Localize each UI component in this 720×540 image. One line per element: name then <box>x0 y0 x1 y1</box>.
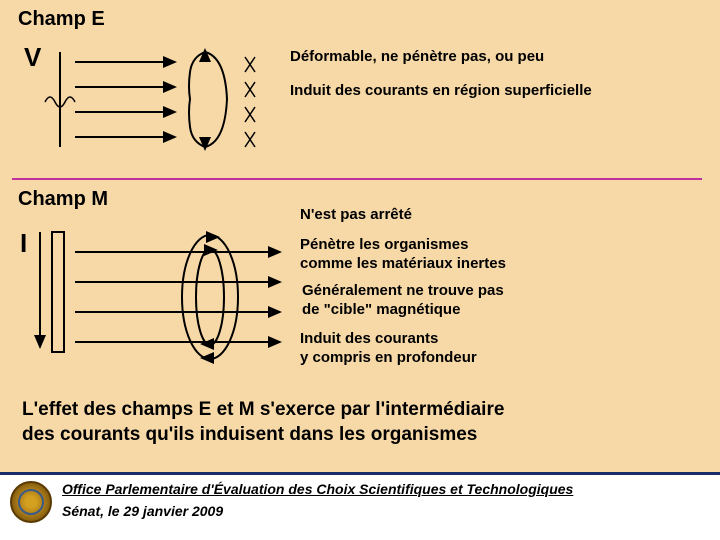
champ-m-prop-3: Induit des courants y compris en profond… <box>300 330 477 368</box>
champ-e-title: Champ E <box>18 8 105 31</box>
institution-logo <box>10 481 52 523</box>
slide-footer: Office Parlementaire d'Évaluation des Ch… <box>0 472 720 540</box>
champ-e-prop-0: Déformable, ne pénètre pas, ou peu <box>290 48 544 67</box>
champ-m-prop-0: N'est pas arrêté <box>300 206 412 225</box>
champ-m-diagram <box>20 212 300 392</box>
section-divider <box>12 178 702 180</box>
champ-e-diagram <box>20 32 270 182</box>
champ-m-title: Champ M <box>18 188 108 211</box>
footer-institution: Office Parlementaire d'Évaluation des Ch… <box>62 481 573 497</box>
footer-date: Sénat, le 29 janvier 2009 <box>62 503 573 519</box>
champ-m-prop-2: Généralement ne trouve pas de "cible" ma… <box>302 282 504 320</box>
champ-m-prop-1: Pénètre les organismes comme les matéria… <box>300 236 506 274</box>
conclusion-text: L'effet des champs E et M s'exerce par l… <box>22 398 504 447</box>
champ-e-prop-1: Induit des courants en région superficie… <box>290 82 592 101</box>
footer-text-block: Office Parlementaire d'Évaluation des Ch… <box>62 481 573 519</box>
slide-body: Champ E V Déformable, ne pénètre pas, ou… <box>0 0 720 472</box>
